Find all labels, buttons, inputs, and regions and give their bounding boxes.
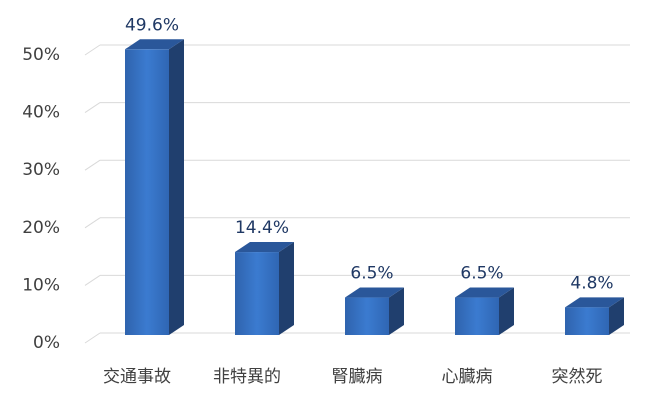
value-label: 6.5% <box>350 264 393 284</box>
bar-top <box>235 242 294 253</box>
y-tick-label: 30% <box>22 160 60 180</box>
value-label: 4.8% <box>570 273 613 293</box>
x-tick-label: 交通事故 <box>103 367 171 387</box>
grid-line <box>84 217 101 229</box>
bar-side <box>609 297 624 335</box>
bar-side <box>499 287 514 335</box>
x-tick-label: 腎臓病 <box>332 367 383 387</box>
bar-side <box>279 242 294 335</box>
bar-top <box>125 39 184 50</box>
bar-side <box>169 39 184 335</box>
bar <box>235 252 279 335</box>
x-tick-label: 心臓病 <box>442 367 493 387</box>
grid-line <box>84 102 101 114</box>
value-label: 6.5% <box>460 264 503 284</box>
bar <box>345 297 389 335</box>
x-tick-label: 突然死 <box>552 367 603 387</box>
bar <box>455 297 499 335</box>
grid-line <box>84 159 101 171</box>
y-tick-label: 0% <box>33 333 60 353</box>
x-tick-label: 非特異的 <box>213 367 281 387</box>
value-label: 49.6% <box>125 15 179 35</box>
bar-top <box>565 297 624 308</box>
grid-line <box>84 44 101 56</box>
bar <box>565 307 609 335</box>
bar <box>125 49 169 335</box>
bar-top <box>455 287 514 298</box>
y-tick-label: 50% <box>22 45 60 65</box>
y-tick-label: 40% <box>22 103 60 123</box>
value-label: 14.4% <box>235 218 289 238</box>
bar-side <box>389 287 404 335</box>
bar-top <box>345 287 404 298</box>
y-tick-label: 10% <box>22 275 60 295</box>
y-tick-label: 20% <box>22 218 60 238</box>
grid-line <box>84 274 101 286</box>
grid-line <box>84 332 101 344</box>
